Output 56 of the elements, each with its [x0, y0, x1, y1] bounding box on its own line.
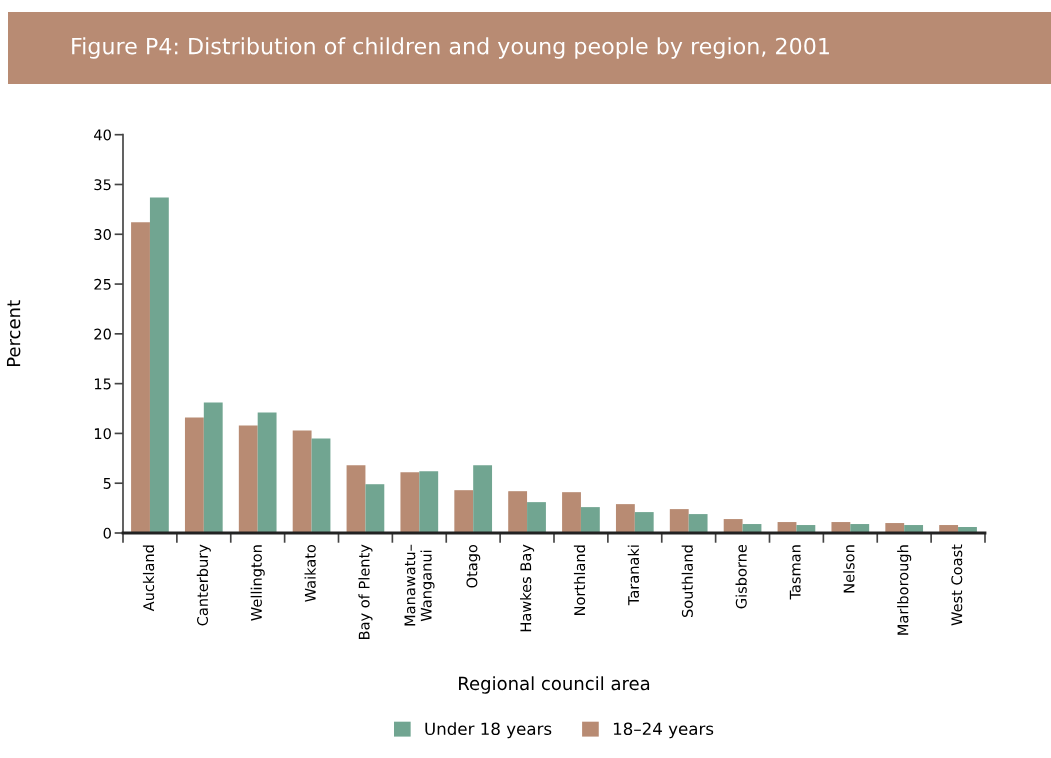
legend-label: 18–24 years — [613, 722, 714, 739]
bar — [365, 484, 385, 533]
y-tick-label: 30 — [94, 228, 111, 241]
x-axis-title: Regional council area — [459, 676, 650, 694]
x-tick-label: Hawkes Bay — [520, 544, 535, 632]
bar — [131, 222, 150, 533]
y-axis-title: Percent — [6, 300, 21, 367]
bar — [292, 430, 312, 533]
y-tick-label: 10 — [94, 428, 111, 440]
x-tick-label: Tasman — [789, 545, 801, 600]
x-tick-label: Canterbury — [196, 544, 211, 626]
x-tick-label: Waikato — [304, 544, 316, 602]
bar — [580, 507, 600, 533]
bar — [454, 490, 474, 533]
bar — [723, 519, 743, 533]
legend-label: Under 18 years — [425, 722, 552, 739]
bar — [149, 197, 169, 533]
bar — [508, 491, 528, 533]
x-tick-label: Bay of Plenty — [358, 544, 373, 639]
x-tick-label: Taranaki — [627, 545, 640, 606]
x-tick-label: Gisborne — [735, 544, 747, 609]
bar — [400, 472, 420, 533]
x-tick-label: West Coast — [951, 544, 963, 626]
bar — [346, 465, 366, 533]
bar — [473, 465, 493, 533]
bar — [527, 502, 546, 533]
x-tick-label: Auckland — [142, 545, 155, 612]
bar — [184, 417, 204, 533]
y-tick-label: 35 — [94, 179, 111, 191]
x-tick-label: Southland — [681, 545, 693, 618]
bar — [257, 412, 277, 533]
x-tick-label: Wellington — [250, 545, 265, 621]
bar — [203, 402, 223, 533]
x-tick-label: Manawatu– Wanganui — [404, 544, 435, 626]
bar — [885, 523, 905, 533]
bar — [419, 471, 439, 533]
y-tick-label: 0 — [103, 527, 111, 539]
bar — [311, 438, 331, 533]
bar — [238, 425, 258, 533]
chart-title: Figure P4: Distribution of children and young people by region, 2001 — [72, 37, 829, 59]
x-tick-label: Nelson — [843, 545, 855, 593]
bar — [562, 492, 581, 533]
bar — [831, 522, 851, 533]
bar — [669, 509, 689, 533]
x-tick-label: Northland — [573, 545, 586, 615]
x-tick-label: Marlborough — [897, 545, 912, 635]
y-tick-label: 15 — [94, 378, 111, 390]
bar — [615, 504, 635, 533]
y-tick-label: 40 — [94, 129, 111, 141]
y-tick-label: 5 — [103, 478, 111, 489]
bar — [634, 512, 654, 533]
y-tick-label: 25 — [94, 278, 111, 290]
y-tick-label: 20 — [94, 328, 111, 340]
bar — [850, 524, 870, 533]
x-tick-label: Otago — [466, 544, 481, 588]
bar — [688, 514, 708, 533]
